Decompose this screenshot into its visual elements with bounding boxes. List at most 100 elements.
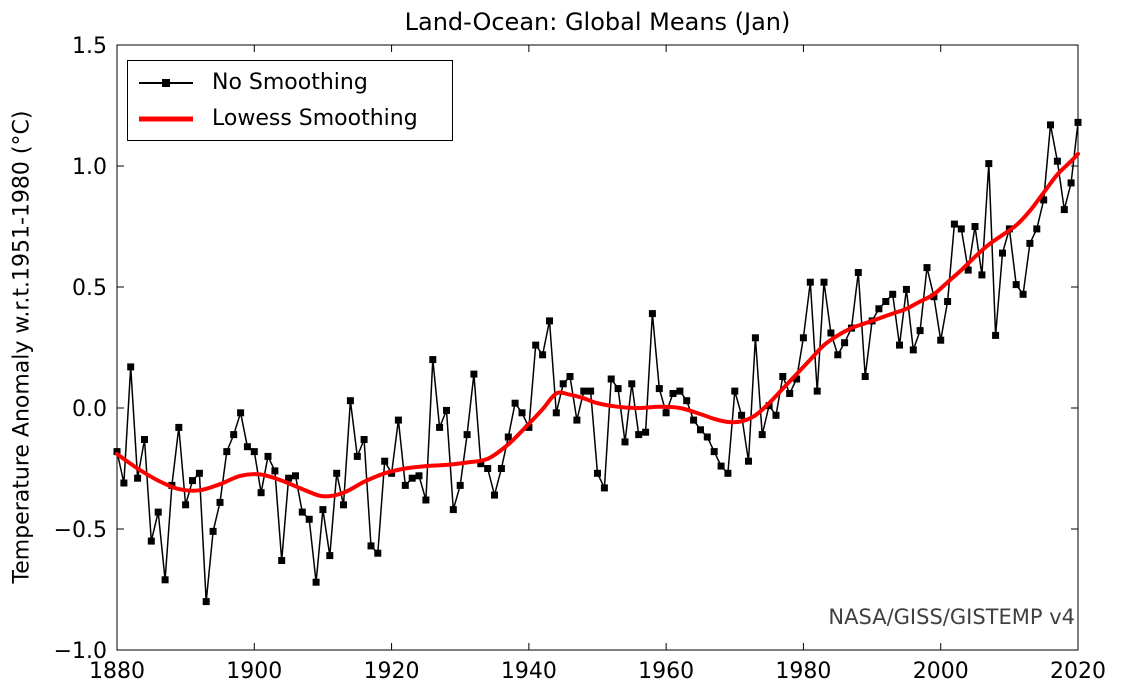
data-point-marker <box>820 278 828 286</box>
data-point-marker <box>944 298 952 305</box>
data-point-marker <box>1047 121 1054 129</box>
data-point-marker <box>902 285 910 293</box>
data-point-marker <box>367 542 375 550</box>
data-point-marker <box>861 373 869 380</box>
data-point-marker <box>394 416 402 424</box>
data-point-marker <box>230 431 238 439</box>
data-point-marker <box>525 423 533 431</box>
data-point-marker <box>477 460 485 468</box>
data-point-marker <box>834 351 842 359</box>
data-point-marker <box>690 416 698 424</box>
data-point-marker <box>806 278 814 286</box>
series-no-smoothing <box>113 118 1082 606</box>
data-point-marker <box>491 491 498 499</box>
data-point-marker <box>587 387 595 395</box>
data-point-marker <box>799 334 807 342</box>
data-point-marker <box>655 385 663 393</box>
data-point-marker <box>648 310 656 318</box>
data-point-marker <box>779 373 787 380</box>
data-point-marker <box>449 506 457 514</box>
data-point-marker <box>278 557 286 564</box>
data-point-marker <box>319 506 327 514</box>
data-point-marker <box>243 443 251 451</box>
data-point-marker <box>175 423 183 431</box>
data-point-marker <box>271 467 279 475</box>
data-point-marker <box>676 387 684 395</box>
data-point-marker <box>408 474 416 482</box>
data-point-marker <box>264 452 272 460</box>
data-point-marker <box>147 537 155 545</box>
data-point-marker <box>511 399 519 407</box>
data-point-marker <box>463 431 471 439</box>
data-point-marker <box>333 469 341 477</box>
data-point-marker <box>257 489 265 497</box>
y-tick-label: 0.5 <box>72 276 107 301</box>
data-point-marker <box>573 416 581 424</box>
no-smoothing-sample-icon <box>139 72 193 94</box>
x-tick-label: 1880 <box>89 659 145 684</box>
data-point-marker <box>813 387 821 395</box>
data-point-marker <box>875 305 883 313</box>
data-point-marker <box>786 390 794 397</box>
no-smoothing-line <box>116 122 1079 603</box>
data-point-marker <box>484 465 492 472</box>
data-point-marker <box>285 474 293 482</box>
data-point-marker <box>971 223 979 230</box>
data-point-marker <box>717 462 725 470</box>
data-point-marker <box>1040 196 1048 204</box>
x-tick-label: 1900 <box>226 659 282 684</box>
data-point-marker <box>854 269 862 276</box>
data-point-marker <box>127 363 135 371</box>
data-point-marker <box>559 380 567 388</box>
data-point-marker <box>683 397 691 405</box>
y-tick-label: 1.0 <box>72 155 107 180</box>
data-point-marker <box>497 465 505 472</box>
data-point-marker <box>161 576 169 584</box>
plot-border <box>116 44 1079 651</box>
data-point-marker <box>745 457 752 465</box>
legend: No Smoothing Lowess Smoothing <box>127 60 453 141</box>
data-point-marker <box>381 457 389 465</box>
data-point-marker <box>326 552 334 560</box>
y-tick-label: −0.5 <box>54 518 107 543</box>
data-point-marker <box>937 336 945 344</box>
data-point-marker <box>1019 290 1027 298</box>
data-point-marker <box>662 409 670 417</box>
data-point-marker <box>346 397 354 405</box>
data-point-marker <box>827 329 835 337</box>
data-point-marker <box>1060 206 1068 214</box>
data-point-marker <box>374 549 382 557</box>
data-point-marker <box>628 380 636 388</box>
legend-item-no-smoothing: No Smoothing <box>139 68 452 98</box>
data-point-marker <box>532 341 540 349</box>
data-point-marker <box>621 438 629 446</box>
data-point-marker <box>1074 118 1082 126</box>
x-tick-label: 1980 <box>775 659 831 684</box>
data-point-marker <box>896 341 903 349</box>
data-point-marker <box>470 370 478 378</box>
data-point-marker <box>539 351 547 359</box>
data-point-marker <box>985 160 993 168</box>
data-point-marker <box>113 448 121 456</box>
data-point-marker <box>456 481 464 489</box>
data-point-marker <box>154 508 162 516</box>
data-point-marker <box>793 375 801 383</box>
x-axis: 1880 1900 1920 1940 1960 1980 2000 2020 <box>89 45 1106 684</box>
data-point-marker <box>1053 157 1061 165</box>
y-tick-label: −1.0 <box>54 639 107 664</box>
data-point-marker <box>141 436 148 443</box>
data-point-marker <box>134 474 142 482</box>
data-point-marker <box>250 448 258 456</box>
data-point-marker <box>401 481 409 489</box>
series-lowess <box>115 151 1080 499</box>
data-point-marker <box>758 431 766 439</box>
y-tick-label: 1.5 <box>72 34 107 59</box>
data-point-marker <box>1012 281 1020 289</box>
data-point-marker <box>882 298 890 305</box>
data-point-marker <box>353 452 361 460</box>
data-point-marker <box>999 249 1006 257</box>
data-point-marker <box>909 346 917 354</box>
data-point-marker <box>594 469 601 477</box>
data-point-marker <box>202 598 210 606</box>
